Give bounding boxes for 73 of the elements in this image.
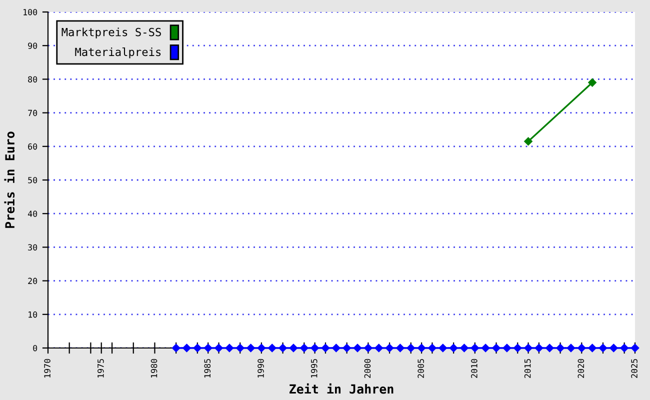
point (225, 344, 234, 352)
point (342, 344, 351, 352)
point (204, 344, 212, 352)
legend-label: Materialpreis (75, 47, 161, 58)
point (578, 344, 586, 352)
point (438, 344, 448, 352)
point (470, 344, 480, 352)
point (332, 344, 340, 352)
y-tick-label: 0 (33, 345, 38, 352)
point (630, 344, 640, 352)
x-tick-label: 1990 (258, 358, 264, 378)
x-tick-label: 2020 (578, 358, 584, 378)
x-tick-label: 1980 (150, 358, 158, 378)
point (193, 344, 202, 352)
point (588, 78, 596, 87)
point (556, 344, 564, 352)
point (310, 344, 319, 352)
legend-label: Marktpreis S-SS (62, 28, 161, 38)
point (598, 344, 608, 352)
point (417, 344, 426, 352)
x-tick-label: 1995 (310, 359, 318, 378)
y-tick-label: 10 (28, 311, 38, 318)
point (364, 344, 372, 352)
point (566, 344, 576, 352)
point (620, 344, 628, 352)
x-tick-label: 1970 (44, 358, 50, 378)
point (300, 344, 308, 352)
y-tick-label: 40 (28, 210, 38, 217)
x-tick-label: 2010 (471, 358, 478, 378)
y-tick-label: 60 (28, 143, 38, 150)
x-tick-label: 2005 (418, 359, 424, 378)
y-tick-label: 100 (24, 9, 38, 16)
point (481, 344, 490, 352)
point (278, 344, 287, 352)
x-axis-title: Zeit in Jahren (290, 383, 394, 394)
y-tick-label: 90 (28, 42, 38, 49)
x-tick-label: 2025 (631, 359, 638, 378)
point (214, 344, 223, 352)
point (182, 344, 191, 352)
point (268, 344, 276, 352)
x-tick-label: 2015 (524, 359, 531, 378)
point (428, 344, 436, 352)
y-tick-label: 20 (28, 278, 38, 284)
point (172, 344, 180, 352)
x-tick-label: 1975 (98, 359, 104, 378)
point (246, 344, 255, 352)
x-tick-label: 1985 (204, 359, 211, 378)
point (513, 344, 522, 352)
y-tick-label: 50 (28, 177, 38, 184)
point (353, 344, 362, 352)
point (524, 344, 532, 352)
point (385, 344, 394, 352)
y-tick-label: 80 (28, 76, 38, 83)
point (236, 344, 244, 352)
point (545, 344, 554, 352)
x-tick-label: 2000 (364, 358, 371, 378)
point (374, 344, 383, 352)
y-axis-title: Preis in Euro (4, 132, 15, 228)
y-tick-label: 30 (28, 244, 38, 251)
point (289, 344, 298, 352)
point (492, 344, 500, 352)
point (502, 344, 512, 352)
point (588, 344, 596, 352)
point (396, 344, 404, 352)
point (534, 344, 544, 352)
point (524, 137, 532, 146)
point (257, 344, 266, 352)
point (406, 344, 416, 352)
y-tick-label: 70 (28, 110, 38, 116)
point (460, 344, 468, 352)
point (449, 344, 458, 352)
point (321, 344, 330, 352)
point (610, 344, 618, 352)
